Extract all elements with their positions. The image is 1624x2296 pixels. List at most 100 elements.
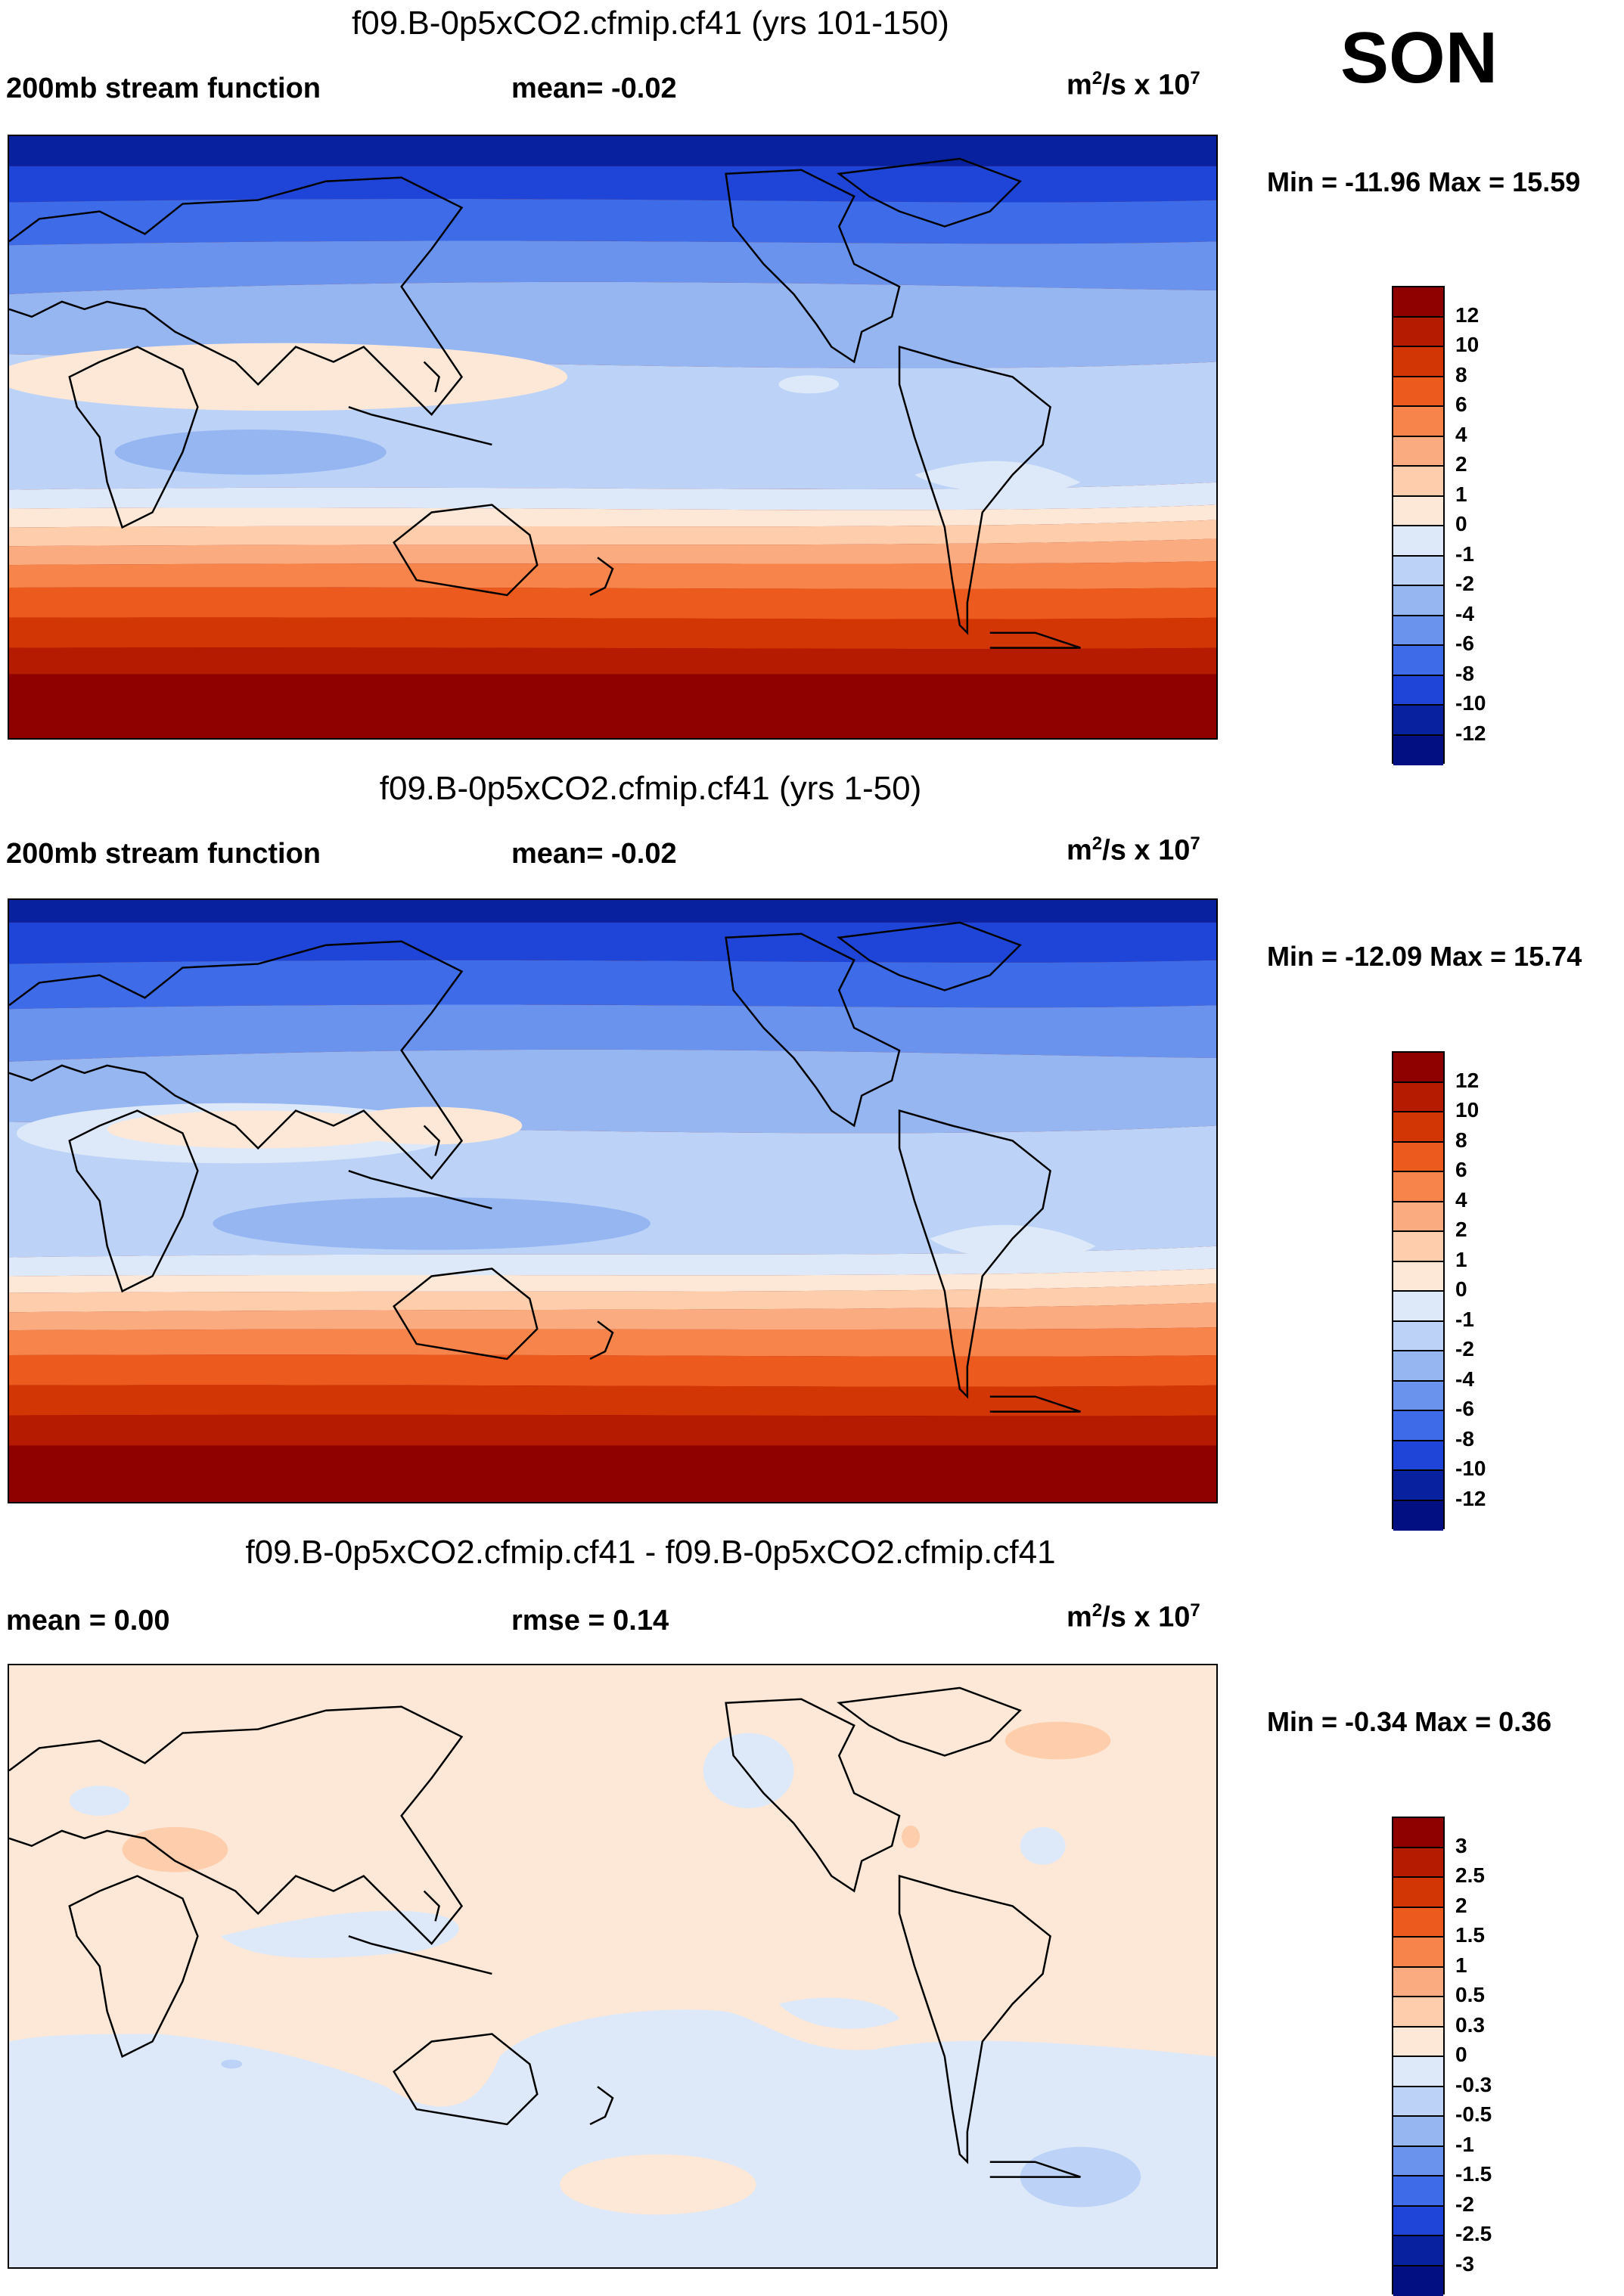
season-label: SON	[1340, 17, 1498, 100]
colorbar-tick-label: 8	[1455, 1128, 1467, 1153]
colorbar-tick-label: 12	[1455, 303, 1479, 327]
colorbar-swatch	[1393, 2267, 1443, 2296]
colorbar-tick-label: -1.5	[1455, 2162, 1492, 2186]
colorbar-tick-label: 2	[1455, 452, 1467, 476]
colorbar-swatch	[1393, 287, 1443, 318]
colorbar-tick-label: -6	[1455, 1397, 1474, 1421]
colorbar-tick-label: 4	[1455, 423, 1467, 447]
panel2-mean-label: mean= -0.02	[511, 838, 677, 870]
colorbar-swatch	[1393, 1411, 1443, 1441]
panel1-title: f09.B-0p5xCO2.cfmip.cf41 (yrs 101-150)	[0, 5, 1301, 42]
colorbar-tick-label: 0	[1455, 1277, 1467, 1302]
colorbar-swatch	[1393, 1908, 1443, 1938]
colorbar-tick-label: 10	[1455, 1098, 1479, 1122]
colorbar-swatch	[1393, 1351, 1443, 1382]
colorbar-tick-label: 0.3	[1455, 2013, 1485, 2037]
colorbar-swatch	[1393, 377, 1443, 408]
colorbar-tick-label: 1	[1455, 482, 1467, 507]
colorbar-swatch	[1393, 586, 1443, 616]
panel3-rmse-label: rmse = 0.14	[511, 1605, 669, 1637]
panel3-colorbar	[1392, 1817, 1445, 2294]
panel1-colorbar	[1392, 286, 1445, 764]
panel2-units: m2/s x 107	[1067, 833, 1200, 867]
panel1-map	[8, 135, 1218, 740]
colorbar-swatch	[1393, 2057, 1443, 2087]
colorbar-swatch	[1393, 2207, 1443, 2237]
colorbar-swatch	[1393, 1501, 1443, 1531]
colorbar-swatch	[1393, 1818, 1443, 1848]
colorbar-swatch	[1393, 1202, 1443, 1233]
colorbar-tick-label: -4	[1455, 602, 1474, 626]
colorbar-swatch	[1393, 318, 1443, 348]
colorbar-tick-label: -1	[1455, 542, 1474, 566]
panel1-minmax: Min = -11.96 Max = 15.59	[1267, 166, 1580, 198]
colorbar-tick-label: -1	[1455, 2133, 1474, 2157]
colorbar-tick-label: 2	[1455, 1894, 1467, 1918]
colorbar-tick-label: -4	[1455, 1367, 1474, 1392]
colorbar-tick-label: -10	[1455, 1457, 1486, 1481]
colorbar-swatch	[1393, 676, 1443, 706]
colorbar-tick-label: 6	[1455, 1158, 1467, 1182]
colorbar-swatch	[1393, 497, 1443, 527]
colorbar-tick-label: 4	[1455, 1188, 1467, 1212]
colorbar-tick-label: -12	[1455, 1487, 1486, 1511]
panel3-mean-label: mean = 0.00	[6, 1605, 170, 1637]
colorbar-tick-label: -8	[1455, 1427, 1474, 1451]
colorbar-tick-label: -2	[1455, 1337, 1474, 1361]
colorbar-swatch	[1393, 1382, 1443, 1412]
colorbar-swatch	[1393, 2117, 1443, 2147]
colorbar-tick-label: -12	[1455, 721, 1486, 746]
colorbar-swatch	[1393, 1232, 1443, 1262]
colorbar-tick-label: 12	[1455, 1069, 1479, 1093]
colorbar-swatch	[1393, 467, 1443, 497]
colorbar-swatch	[1393, 616, 1443, 647]
colorbar-swatch	[1393, 1848, 1443, 1879]
colorbar-tick-label: 6	[1455, 392, 1467, 417]
colorbar-tick-label: -10	[1455, 691, 1486, 715]
colorbar-swatch	[1393, 1471, 1443, 1501]
colorbar-swatch	[1393, 557, 1443, 587]
panel3-minmax: Min = -0.34 Max = 0.36	[1267, 1706, 1551, 1738]
colorbar-swatch	[1393, 1262, 1443, 1292]
colorbar-swatch	[1393, 1997, 1443, 2028]
panel3-map	[8, 1664, 1218, 2269]
colorbar-tick-label: -6	[1455, 631, 1474, 656]
colorbar-swatch	[1393, 1322, 1443, 1352]
colorbar-tick-label: 0	[1455, 512, 1467, 536]
colorbar-swatch	[1393, 706, 1443, 736]
colorbar-tick-label: 10	[1455, 333, 1479, 357]
colorbar-tick-label: -0.3	[1455, 2073, 1492, 2097]
colorbar-swatch	[1393, 646, 1443, 676]
colorbar-swatch	[1393, 1441, 1443, 1472]
colorbar-tick-label: 2	[1455, 1218, 1467, 1242]
colorbar-tick-label: -2	[1455, 572, 1474, 596]
colorbar-tick-label: -2	[1455, 2192, 1474, 2217]
colorbar-tick-label: -2.5	[1455, 2222, 1492, 2246]
colorbar-swatch	[1393, 407, 1443, 437]
colorbar-swatch	[1393, 1143, 1443, 1173]
colorbar-tick-label: 0	[1455, 2043, 1467, 2067]
panel2-map	[8, 898, 1218, 1503]
panel2-minmax: Min = -12.09 Max = 15.74	[1267, 941, 1582, 973]
colorbar-tick-label: 8	[1455, 363, 1467, 387]
colorbar-tick-label: -8	[1455, 662, 1474, 686]
colorbar-swatch	[1393, 1053, 1443, 1083]
colorbar-swatch	[1393, 1878, 1443, 1908]
colorbar-swatch	[1393, 2028, 1443, 2058]
colorbar-swatch	[1393, 1968, 1443, 1998]
colorbar-tick-label: 1	[1455, 1248, 1467, 1272]
colorbar-swatch	[1393, 526, 1443, 557]
panel3-units: m2/s x 107	[1067, 1600, 1200, 1634]
colorbar-swatch	[1393, 347, 1443, 377]
colorbar-swatch	[1393, 1172, 1443, 1202]
colorbar-tick-label: -0.5	[1455, 2102, 1492, 2127]
colorbar-swatch	[1393, 736, 1443, 766]
colorbar-tick-label: -3	[1455, 2252, 1474, 2276]
panel1-field-label: 200mb stream function	[6, 73, 321, 105]
colorbar-swatch	[1393, 1112, 1443, 1143]
panel2-title: f09.B-0p5xCO2.cfmip.cf41 (yrs 1-50)	[0, 770, 1301, 808]
colorbar-tick-label: 1.5	[1455, 1923, 1485, 1947]
colorbar-tick-label: 1	[1455, 1953, 1467, 1978]
panel2-colorbar	[1392, 1051, 1445, 1529]
panel2-field-label: 200mb stream function	[6, 838, 321, 870]
